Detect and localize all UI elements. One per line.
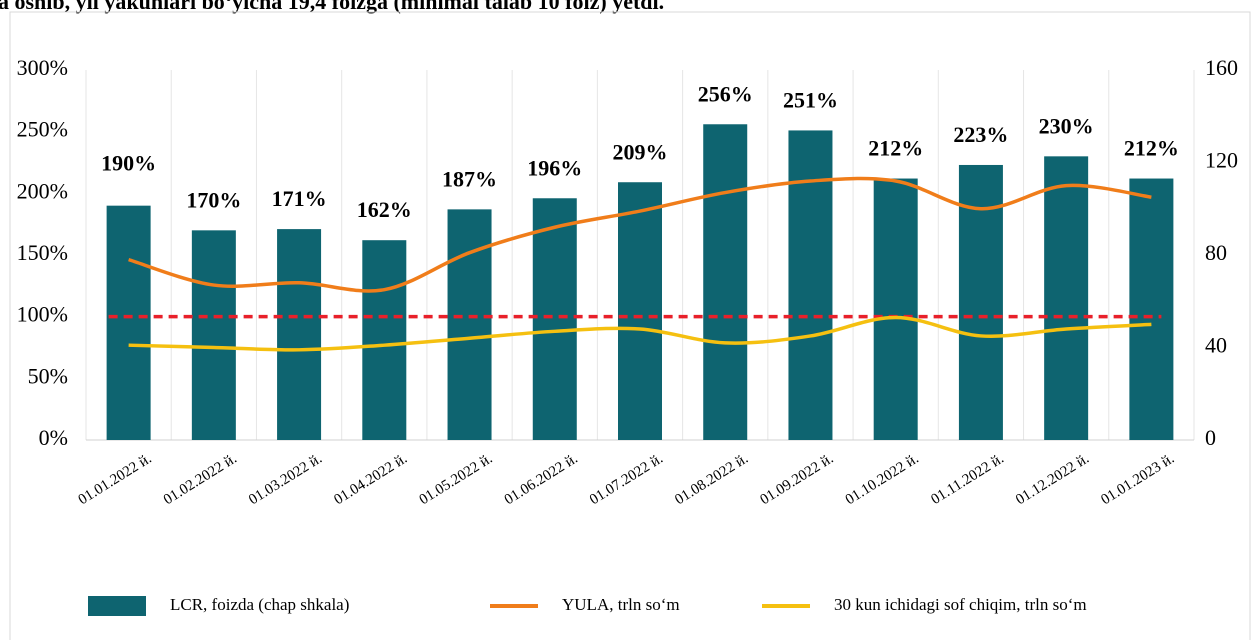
bar xyxy=(532,198,577,440)
line xyxy=(128,176,1152,293)
x-tick-label: 01.04.2022 й. xyxy=(331,451,410,509)
x-tick-label: 01.09.2022 й. xyxy=(758,451,837,509)
bar xyxy=(873,178,918,441)
bar xyxy=(277,229,322,440)
bar xyxy=(362,240,407,440)
y-tick-label: 150% xyxy=(17,240,68,265)
legend-swatch xyxy=(88,596,146,616)
value-label: 212% xyxy=(1124,136,1179,161)
y-tick-label: 200% xyxy=(17,178,68,203)
value-label: 223% xyxy=(953,122,1008,147)
y2-tick-label: 80 xyxy=(1205,240,1227,265)
y-tick-label: 100% xyxy=(17,302,68,327)
y-tick-label: 0% xyxy=(39,425,68,450)
y-tick-label: 50% xyxy=(28,363,68,388)
value-label: 256% xyxy=(698,81,753,106)
value-label: 230% xyxy=(1039,113,1094,138)
bar xyxy=(958,164,1003,440)
value-label: 162% xyxy=(357,197,412,222)
legend-label: YULA, trln so‘m xyxy=(562,595,680,614)
value-label: 190% xyxy=(101,151,156,176)
x-tick-label: 01.01.2022 й. xyxy=(76,451,155,509)
bar xyxy=(1044,156,1089,441)
value-label: 170% xyxy=(186,187,241,212)
x-tick-label: 01.08.2022 й. xyxy=(672,451,751,509)
line xyxy=(128,315,1152,352)
y-tick-label: 300% xyxy=(17,55,68,80)
chart-frame xyxy=(9,11,1251,640)
bar xyxy=(703,124,748,441)
legend-label: 30 kun ichidagi sof chiqim, trln so‘m xyxy=(834,595,1087,614)
value-label: 171% xyxy=(272,186,327,211)
bar xyxy=(788,130,833,440)
bar xyxy=(1129,178,1174,441)
y2-tick-label: 40 xyxy=(1205,333,1227,358)
x-tick-label: 01.01.2023 й. xyxy=(1098,451,1177,509)
x-tick-label: 01.05.2022 й. xyxy=(417,451,496,509)
legend-label: LCR, foizda (chap shkala) xyxy=(170,595,349,614)
bar xyxy=(191,230,236,440)
y2-tick-label: 120 xyxy=(1205,148,1238,173)
x-tick-label: 01.11.2022 й. xyxy=(928,451,1006,508)
value-label: 212% xyxy=(868,136,923,161)
x-tick-label: 01.06.2022 й. xyxy=(502,451,581,509)
x-tick-label: 01.07.2022 й. xyxy=(587,451,666,509)
x-tick-label: 01.02.2022 й. xyxy=(161,451,240,509)
y2-tick-label: 160 xyxy=(1205,55,1238,80)
y2-tick-label: 0 xyxy=(1205,425,1216,450)
bar xyxy=(618,182,662,440)
value-label: 251% xyxy=(783,87,838,112)
bar xyxy=(447,209,492,440)
x-tick-label: 01.10.2022 й. xyxy=(843,451,922,509)
x-tick-label: 01.03.2022 й. xyxy=(246,451,325,509)
bar xyxy=(106,205,151,440)
value-label: 209% xyxy=(613,139,668,164)
y-tick-label: 250% xyxy=(17,117,68,142)
x-tick-label: 01.12.2022 й. xyxy=(1013,451,1092,509)
value-label: 196% xyxy=(527,155,582,180)
value-label: 187% xyxy=(442,166,497,191)
page-text: a oshib, yil yakunlari bo‘yicha 19,4 foi… xyxy=(0,0,664,14)
